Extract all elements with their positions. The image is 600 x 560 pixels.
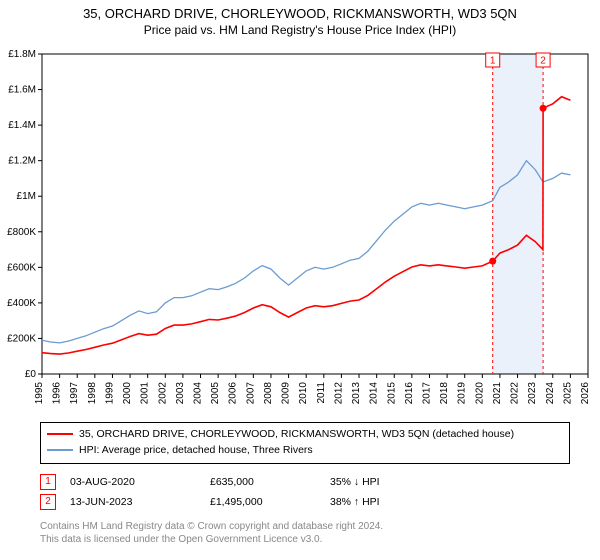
x-tick-label: 1999: [104, 382, 115, 405]
y-tick-label: £1.8M: [8, 49, 36, 60]
y-tick-label: £0: [25, 369, 37, 380]
x-tick-label: 2002: [157, 382, 168, 405]
legend-and-footer: 35, ORCHARD DRIVE, CHORLEYWOOD, RICKMANS…: [40, 422, 570, 547]
x-tick-label: 2011: [316, 382, 327, 404]
x-tick-label: 2014: [369, 382, 380, 405]
x-tick-label: 2009: [281, 382, 292, 405]
x-tick-label: 2008: [263, 382, 274, 405]
x-tick-label: 1996: [52, 382, 63, 405]
x-tick-label: 2018: [439, 382, 450, 405]
x-tick-label: 2017: [421, 382, 432, 405]
chart-title-line1: 35, ORCHARD DRIVE, CHORLEYWOOD, RICKMANS…: [0, 6, 600, 21]
sale-delta: 35% ↓ HPI: [330, 476, 450, 488]
footer-line2: This data is licensed under the Open Gov…: [40, 533, 570, 547]
x-tick-label: 2004: [193, 382, 204, 405]
sale-marker-label: 2: [540, 56, 546, 67]
footer-line1: Contains HM Land Registry data © Crown c…: [40, 520, 570, 534]
chart-title-block: 35, ORCHARD DRIVE, CHORLEYWOOD, RICKMANS…: [0, 0, 600, 37]
y-tick-label: £1.4M: [8, 120, 36, 131]
sale-row: 2 13-JUN-2023£1,495,00038% ↑ HPI: [40, 492, 570, 512]
sale-row: 1 03-AUG-2020£635,00035% ↓ HPI: [40, 472, 570, 492]
x-tick-label: 2024: [545, 382, 556, 405]
x-tick-label: 2006: [228, 382, 239, 405]
x-tick-label: 2019: [457, 382, 468, 405]
series-line: [42, 97, 570, 354]
legend-label: 35, ORCHARD DRIVE, CHORLEYWOOD, RICKMANS…: [79, 428, 514, 440]
x-tick-label: 1995: [34, 382, 45, 405]
x-tick-label: 1998: [87, 382, 98, 405]
x-tick-label: 1997: [69, 382, 80, 405]
sale-date: 03-AUG-2020: [70, 476, 210, 488]
x-tick-label: 2000: [122, 382, 133, 405]
sale-badge: 1: [40, 474, 56, 490]
sale-point: [540, 105, 547, 112]
y-tick-label: £200K: [7, 333, 36, 344]
x-tick-label: 2007: [245, 382, 256, 405]
sale-badge: 2: [40, 494, 56, 510]
footer-note: Contains HM Land Registry data © Crown c…: [40, 520, 570, 547]
x-tick-label: 2015: [386, 382, 397, 405]
y-tick-label: £800K: [7, 227, 36, 238]
y-tick-label: £1M: [17, 191, 36, 202]
legend-item: 35, ORCHARD DRIVE, CHORLEYWOOD, RICKMANS…: [47, 427, 563, 443]
legend-swatch: [47, 449, 73, 451]
x-tick-label: 2016: [404, 382, 415, 405]
x-tick-label: 2013: [351, 382, 362, 405]
x-tick-label: 2005: [210, 382, 221, 405]
sale-delta: 38% ↑ HPI: [330, 496, 450, 508]
x-tick-label: 2021: [492, 382, 503, 405]
sale-price: £635,000: [210, 476, 330, 488]
shaded-band: [493, 54, 543, 374]
legend-label: HPI: Average price, detached house, Thre…: [79, 444, 313, 456]
x-tick-label: 2026: [580, 382, 591, 405]
sale-date: 13-JUN-2023: [70, 496, 210, 508]
chart-svg: £0 £200K £400K £600K £800K £1M £1.2M £1.4M £1.6M…: [0, 44, 600, 420]
legend-item: HPI: Average price, detached house, Thre…: [47, 443, 563, 459]
x-tick-label: 2001: [140, 382, 151, 405]
x-tick-label: 2022: [510, 382, 521, 405]
legend-box: 35, ORCHARD DRIVE, CHORLEYWOOD, RICKMANS…: [40, 422, 570, 464]
y-tick-label: £1.6M: [8, 85, 36, 96]
x-tick-label: 2012: [333, 382, 344, 405]
sales-table: 1 03-AUG-2020£635,00035% ↓ HPI 2 13-JUN-202…: [40, 472, 570, 512]
sale-point: [489, 258, 496, 265]
chart-area: £0 £200K £400K £600K £800K £1M £1.2M £1.4M £1.6M…: [0, 44, 600, 420]
chart-title-line2: Price paid vs. HM Land Registry's House …: [0, 23, 600, 37]
y-tick-label: £400K: [7, 298, 36, 309]
series-line: [42, 161, 570, 343]
x-tick-label: 2003: [175, 382, 186, 405]
x-tick-label: 2020: [474, 382, 485, 405]
sale-price: £1,495,000: [210, 496, 330, 508]
x-tick-label: 2025: [562, 382, 573, 405]
legend-swatch: [47, 433, 73, 435]
y-tick-label: £600K: [7, 262, 36, 273]
sale-marker-label: 1: [490, 56, 496, 67]
x-tick-label: 2010: [298, 382, 309, 405]
x-tick-label: 2023: [527, 382, 538, 405]
y-tick-label: £1.2M: [8, 156, 36, 167]
